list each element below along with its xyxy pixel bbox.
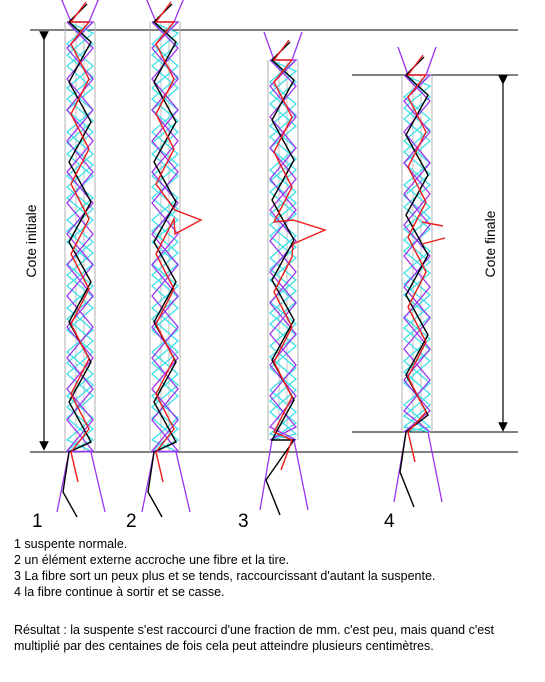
cote-initiale-label: Cote initiale xyxy=(23,204,39,277)
panel-number-2: 2 xyxy=(126,511,137,530)
violet-strand-bottom xyxy=(259,439,273,511)
violet-strand-top xyxy=(173,0,184,23)
violet-strand-top xyxy=(88,0,99,23)
cyan-fiber xyxy=(65,21,95,453)
cyan-fiber xyxy=(268,59,298,441)
violet-strand-top xyxy=(146,0,157,23)
braid-2-fiber-pulled xyxy=(141,0,203,518)
violet-strand-top xyxy=(291,31,303,61)
violet-strand-top xyxy=(263,31,275,61)
braid-1-normal xyxy=(56,0,106,518)
broken-fiber-end xyxy=(421,221,444,227)
suspension-line-diagram: Cote initiale Cote finale 1 2 3 4 xyxy=(23,0,518,530)
red-fiber xyxy=(69,1,91,483)
braid-4-fiber-broken xyxy=(393,46,446,508)
violet-fiber xyxy=(403,74,432,433)
braid-3-fiber-tensioned xyxy=(259,31,327,516)
caption-1: 1 suspente normale. xyxy=(14,537,128,551)
broken-fiber-end xyxy=(421,237,446,245)
black-fiber xyxy=(265,41,296,516)
cyan-fiber xyxy=(150,21,180,453)
violet-strand-bottom xyxy=(90,451,106,513)
red-fiber xyxy=(154,1,203,483)
cote-finale-label: Cote finale xyxy=(482,210,498,277)
panel-number-4: 4 xyxy=(384,511,395,530)
caption-list: 1 suspente normale. 2 un élément externe… xyxy=(14,536,534,600)
result-paragraph: Résultat : la suspente s'est raccourci d… xyxy=(14,623,494,653)
violet-fiber xyxy=(269,59,298,441)
violet-strand-bottom xyxy=(293,439,309,511)
panel-number-3: 3 xyxy=(238,511,249,530)
panel-number-1: 1 xyxy=(32,511,43,530)
cyan-fiber xyxy=(150,21,180,453)
cyan-fiber xyxy=(268,59,298,441)
violet-fiber xyxy=(403,74,431,433)
cyan-fiber xyxy=(65,21,95,453)
violet-strand-top xyxy=(425,46,437,76)
caption-2: 2 un élément externe accroche une fibre … xyxy=(14,553,290,567)
red-fiber xyxy=(406,54,428,463)
caption-4: 4 la fibre continue à sortir et se casse… xyxy=(14,585,225,599)
cyan-fiber xyxy=(402,74,432,433)
cyan-fiber xyxy=(150,21,180,453)
violet-strand-bottom xyxy=(175,451,191,513)
cyan-fiber xyxy=(268,59,298,441)
violet-strand-top xyxy=(397,46,409,76)
caption-3: 3 La fibre sort un peux plus et se tends… xyxy=(14,569,436,583)
red-fiber xyxy=(272,39,327,471)
violet-strand-top xyxy=(61,0,72,23)
cyan-fiber xyxy=(65,21,95,453)
violet-strand-bottom xyxy=(427,431,443,503)
